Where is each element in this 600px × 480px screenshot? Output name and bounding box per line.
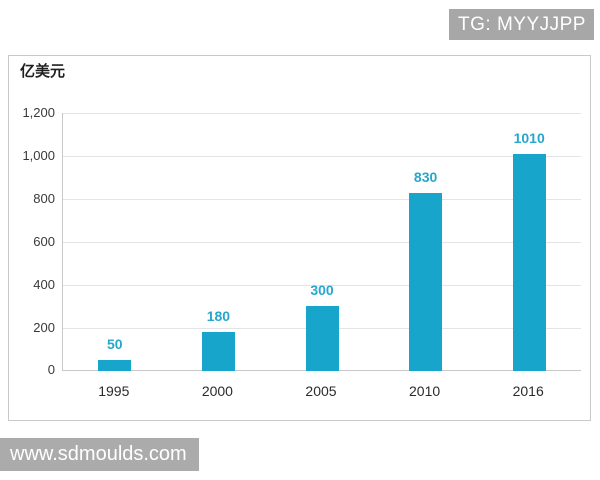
bar-2005 [305, 306, 339, 371]
bar-2016 [512, 154, 546, 371]
gridline [63, 156, 581, 157]
bar-2000 [201, 332, 235, 371]
plot-area: 50 180 300 830 1010 [62, 113, 581, 371]
bar-1995 [98, 360, 132, 371]
y-tick-label: 200 [33, 320, 55, 335]
bar-value-label: 50 [107, 336, 123, 352]
x-tick-label: 2000 [201, 383, 233, 399]
gridline [63, 242, 581, 243]
y-axis-unit-label: 亿美元 [20, 63, 66, 80]
y-tick-label: 0 [47, 362, 55, 377]
x-axis-tick-labels: 1995 2000 2005 2010 2016 [9, 56, 590, 420]
bar-value-label: 830 [413, 169, 438, 185]
bar-value-label: 1010 [513, 130, 545, 146]
y-tick-label: 800 [33, 191, 55, 206]
chart-container: 亿美元 0 200 400 600 800 1,000 1,200 50 180 300 830 1… [8, 55, 591, 421]
x-tick-label: 2005 [305, 383, 337, 399]
x-tick-label: 2016 [512, 383, 544, 399]
x-tick-label: 2010 [409, 383, 441, 399]
bar-value-label: 300 [310, 282, 334, 298]
telegram-tag-badge: TG: MYYJJPP [449, 9, 594, 40]
bar-value-label: 180 [206, 308, 231, 324]
gridline [63, 199, 581, 200]
y-tick-label: 400 [33, 277, 55, 292]
watermark: www.sdmoulds.com [0, 438, 199, 471]
y-tick-label: 1,200 [22, 105, 55, 120]
y-axis-tick-labels: 0 200 400 600 800 1,000 1,200 [9, 56, 590, 420]
y-tick-label: 1,000 [22, 148, 55, 163]
gridline [63, 285, 581, 286]
gridline [63, 113, 581, 114]
y-tick-label: 600 [33, 234, 55, 249]
x-tick-label: 1995 [98, 383, 130, 399]
bar-2010 [409, 193, 443, 371]
